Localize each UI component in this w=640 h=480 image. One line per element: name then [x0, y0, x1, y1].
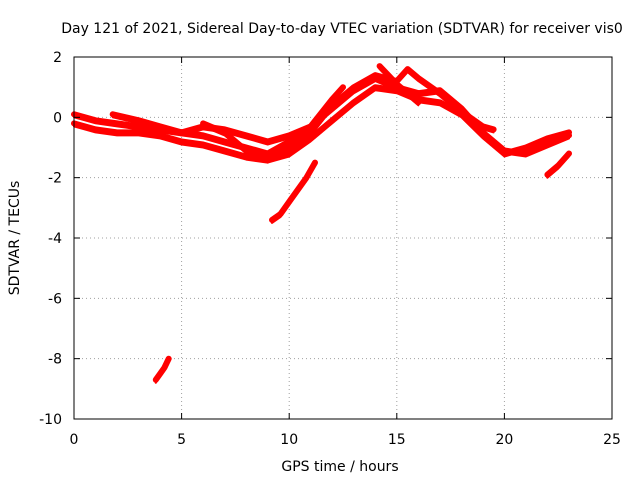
y-tick-label: -10 — [39, 412, 62, 428]
series-track-6-spread — [154, 360, 170, 384]
chart-title: Day 121 of 2021, Sidereal Day-to-day VTE… — [61, 21, 623, 37]
y-tick-label: -8 — [48, 352, 62, 368]
series-track-3 — [109, 84, 346, 145]
x-tick-label: 25 — [603, 432, 621, 448]
y-tick-label: 2 — [53, 50, 62, 66]
x-tick-labels: 0 5 10 15 20 25 — [70, 432, 621, 448]
series-track-7-spread — [546, 155, 570, 179]
x-tick-label: 0 — [70, 432, 79, 448]
grid-lines — [74, 57, 612, 419]
series-track-5 — [269, 159, 318, 223]
y-axis-label: SDTVAR / TECUs — [7, 181, 23, 296]
y-tick-label: -6 — [48, 291, 62, 307]
series-track-8 — [376, 63, 422, 106]
series-track-4 — [200, 66, 497, 163]
y-tick-label: 0 — [53, 110, 62, 126]
series-track-5-spread — [271, 164, 316, 224]
x-tick-label: 10 — [280, 432, 298, 448]
data-series — [71, 63, 572, 384]
y-tick-label: -4 — [48, 231, 62, 247]
series-track-2 — [71, 84, 572, 163]
x-axis-label: GPS time / hours — [281, 459, 398, 475]
series-track-4-spread — [202, 71, 495, 164]
series-track-8-spread — [378, 68, 420, 107]
y-tick-labels: -10 -8 -6 -4 -2 0 2 — [39, 50, 62, 428]
series-track-7 — [544, 150, 572, 178]
y-tick-label: -2 — [48, 171, 62, 187]
x-tick-label: 15 — [388, 432, 406, 448]
series-track-6 — [152, 355, 172, 383]
series-track-2-spread — [73, 89, 570, 164]
x-tick-label: 5 — [177, 432, 186, 448]
x-tick-label: 20 — [495, 432, 513, 448]
axis-ticks — [73, 56, 613, 420]
